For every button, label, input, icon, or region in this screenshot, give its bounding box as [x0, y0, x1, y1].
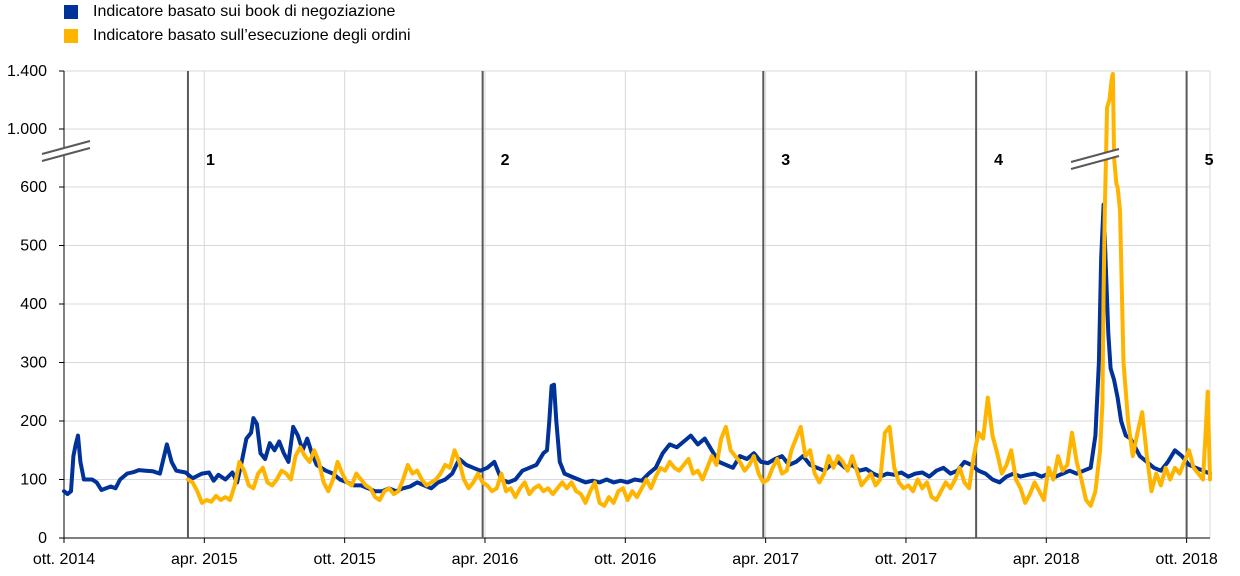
legend-swatch-orderbook [64, 5, 78, 19]
axis-break-marks [40, 140, 1121, 170]
break-gap [1069, 148, 1121, 170]
legend-item-execution: Indicatore basato sull’esecuzione degli … [64, 24, 411, 48]
event-label: 5 [1205, 152, 1214, 169]
series-break-mark [1069, 148, 1121, 170]
y-axis-break-mark [40, 140, 92, 162]
break-stroke [41, 147, 91, 162]
y-tick-label: 0 [38, 530, 47, 547]
legend-swatch-execution [64, 29, 78, 43]
y-tick-label: 500 [20, 238, 47, 255]
series-lines [62, 71, 1212, 508]
event-label: 2 [501, 152, 510, 169]
event-label: 1 [206, 152, 215, 169]
x-tick-label: apr. 2015 [171, 551, 238, 568]
y-tick-label: 1.400 [7, 63, 47, 80]
legend: Indicatore basato sui book di negoziazio… [64, 0, 411, 48]
break-stroke [1070, 155, 1120, 170]
y-tick-label: 600 [20, 179, 47, 196]
y-tick-label: 400 [20, 296, 47, 313]
tick-labels: 0 100 200 300 400 500 600 1.000 1.400 ott. 2014 ap… [7, 63, 1218, 568]
event-label: 4 [994, 152, 1003, 169]
x-tick-label: apr. 2016 [452, 551, 519, 568]
x-tick-label: ott. 2015 [314, 551, 376, 568]
y-tick-label: 300 [20, 355, 47, 372]
x-tick-label: apr. 2017 [732, 551, 799, 568]
x-tick-label: apr. 2018 [1013, 551, 1080, 568]
y-tick-label: 1.000 [7, 121, 47, 138]
x-tick-label: ott. 2016 [594, 551, 656, 568]
y-tick-label: 200 [20, 413, 47, 430]
gridlines [63, 70, 1210, 538]
series-line-1 [62, 202, 1212, 497]
event-label: 3 [781, 152, 790, 169]
x-tick-label: ott. 2017 [875, 551, 937, 568]
legend-label-orderbook: Indicatore basato sui book di negoziazio… [93, 3, 396, 20]
break-stroke [41, 140, 91, 155]
x-tick-label: ott. 2014 [33, 551, 95, 568]
series-line-2 [186, 71, 1212, 508]
legend-item-orderbook: Indicatore basato sui book di negoziazio… [64, 0, 411, 24]
x-tick-label: ott. 2018 [1155, 551, 1217, 568]
y-tick-label: 100 [20, 472, 47, 489]
break-gap [40, 140, 92, 162]
break-stroke [1070, 148, 1120, 163]
legend-label-execution: Indicatore basato sull’esecuzione degli … [93, 27, 411, 44]
